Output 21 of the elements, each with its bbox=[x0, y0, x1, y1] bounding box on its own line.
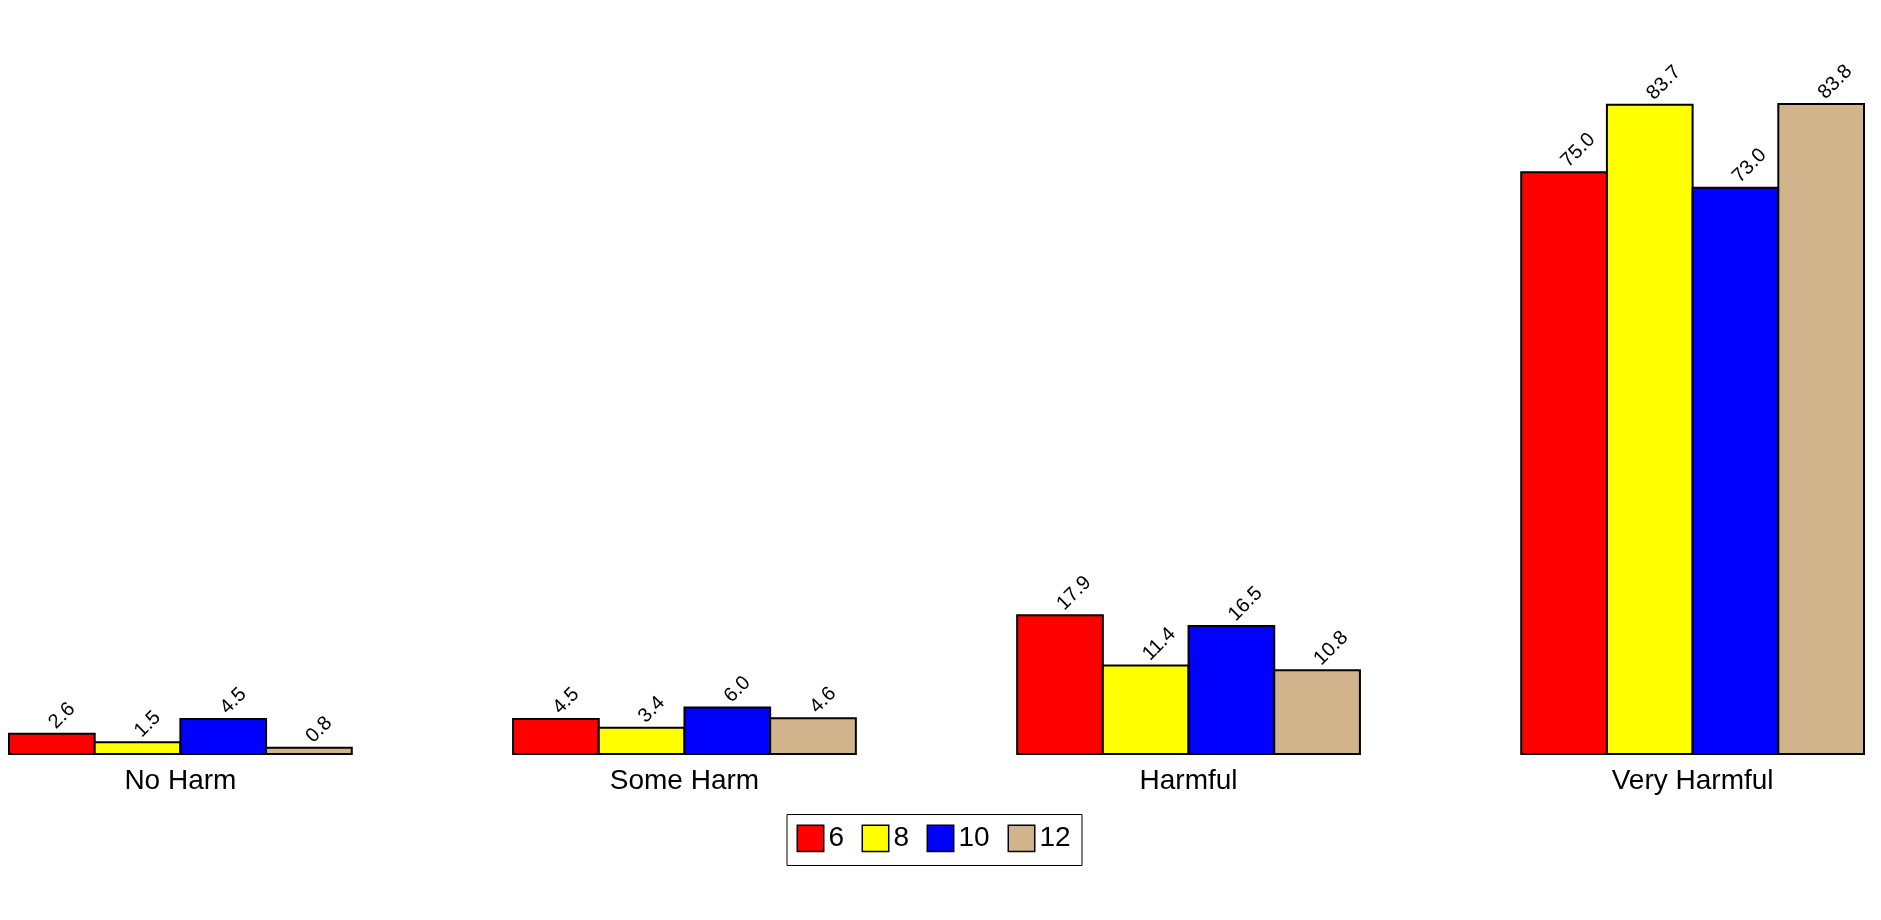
data-label: 4.6 bbox=[804, 681, 840, 717]
data-label: 73.0 bbox=[1726, 143, 1771, 187]
x-tick-label: Harmful bbox=[1139, 763, 1238, 795]
legend-label: 8 bbox=[893, 821, 910, 853]
data-label: 83.8 bbox=[1812, 59, 1856, 103]
legend-label: 10 bbox=[958, 821, 990, 853]
data-label: 75.0 bbox=[1555, 127, 1599, 171]
x-tick-label: No Harm bbox=[124, 763, 237, 795]
data-label: 4.5 bbox=[547, 682, 583, 718]
data-label: 0.8 bbox=[300, 711, 336, 747]
data-label: 17.9 bbox=[1051, 570, 1095, 614]
legend-label: 12 bbox=[1039, 821, 1071, 853]
x-tick-label: Some Harm bbox=[609, 763, 760, 795]
data-label: 1.5 bbox=[129, 705, 165, 741]
legend-label: 6 bbox=[828, 821, 845, 853]
x-tick-label: Very Harmful bbox=[1611, 763, 1774, 795]
data-label: 4.5 bbox=[214, 682, 250, 718]
data-label: 11.4 bbox=[1137, 622, 1180, 665]
data-label: 3.4 bbox=[633, 690, 669, 727]
data-label: 6.0 bbox=[718, 670, 755, 707]
data-label: 2.6 bbox=[43, 697, 79, 733]
